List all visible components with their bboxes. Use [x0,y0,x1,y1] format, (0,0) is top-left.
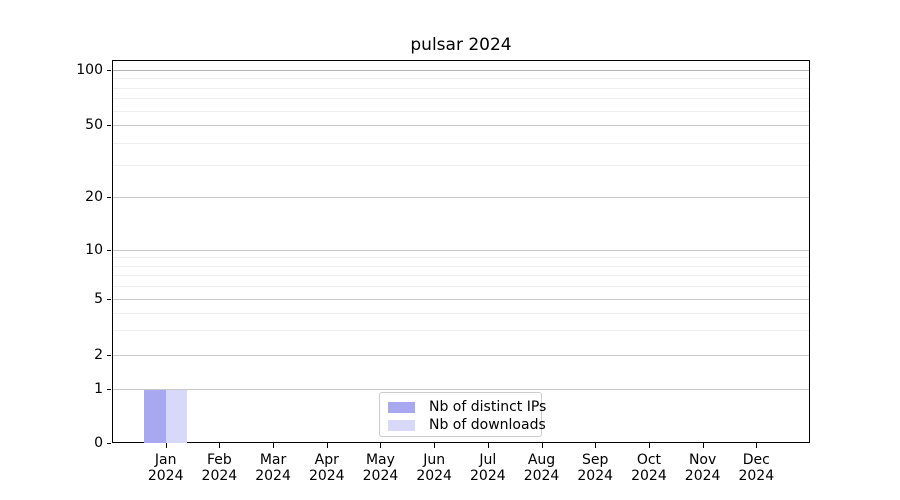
x-tick-mark [380,443,382,448]
y-tick-label: 20 [85,189,103,205]
gridline-major [113,250,809,251]
x-tick-mark [219,443,221,448]
x-tick-mark [541,443,543,448]
y-tick-label: 5 [94,291,103,307]
gridline-major [113,197,809,198]
x-tick-label: Nov 2024 [684,452,721,484]
x-tick-label: Aug 2024 [523,452,560,484]
legend-entry-downloads: Nb of downloads [388,416,546,434]
y-tick-label: 2 [94,347,103,363]
gridline-minor [113,257,809,259]
y-tick-mark [107,250,111,251]
y-tick-mark [107,197,111,198]
gridline-minor [113,78,809,80]
y-tick-label: 50 [85,117,103,133]
gridline-major [113,125,809,126]
x-tick-label: May 2024 [362,452,399,484]
x-tick-label: Dec 2024 [738,452,775,484]
plot-area [112,60,810,443]
gridline-major [113,355,809,356]
x-tick-label: Jan 2024 [147,452,184,484]
legend-label-distinct-ips: Nb of distinct IPs [429,399,547,415]
x-tick-label: Jun 2024 [416,452,452,484]
x-tick-label: Oct 2024 [631,452,667,484]
y-tick-mark [107,389,111,390]
y-tick-mark [107,299,111,300]
bar-distinct-ips [144,390,166,443]
x-tick-label: Apr 2024 [308,452,345,484]
gridline-minor [113,142,809,144]
gridline-minor [113,110,809,112]
x-tick-label: Sep 2024 [577,452,614,484]
gridline-minor [113,265,809,267]
chart-title: pulsar 2024 [410,35,512,55]
gridline-major [113,299,809,300]
legend-label-downloads: Nb of downloads [429,417,546,433]
legend: Nb of distinct IPs Nb of downloads [379,392,546,437]
x-tick-mark [756,443,758,448]
x-tick-mark [165,443,167,448]
gridline-minor [113,87,809,89]
x-tick-label: Feb 2024 [201,452,238,484]
y-tick-label: 0 [94,435,103,451]
x-tick-mark [326,443,328,448]
gridline-minor [113,286,809,288]
y-tick-label: 100 [76,62,103,78]
gridline-major [113,389,809,390]
gridline-minor [113,275,809,277]
gridline-minor [113,98,809,100]
y-tick-label: 10 [85,242,103,258]
x-tick-mark [434,443,436,448]
gridline-minor [113,165,809,167]
y-tick-mark [107,125,111,126]
legend-swatch-distinct-ips [388,401,415,413]
legend-entry-distinct-ips: Nb of distinct IPs [388,398,546,416]
x-tick-label: Mar 2024 [255,452,291,484]
x-tick-mark [273,443,275,448]
y-tick-mark [107,355,111,356]
x-tick-mark [595,443,597,448]
x-tick-mark [702,443,704,448]
y-tick-mark [107,70,111,71]
gridline-major [113,70,809,71]
x-tick-label: Jul 2024 [470,452,506,484]
y-tick-mark [107,443,111,444]
gridline-minor [113,312,809,314]
x-tick-mark [487,443,489,448]
legend-swatch-downloads [388,419,415,431]
y-tick-label: 1 [94,381,103,397]
bar-downloads [165,390,188,443]
gridline-minor [113,330,809,332]
x-tick-mark [648,443,650,448]
